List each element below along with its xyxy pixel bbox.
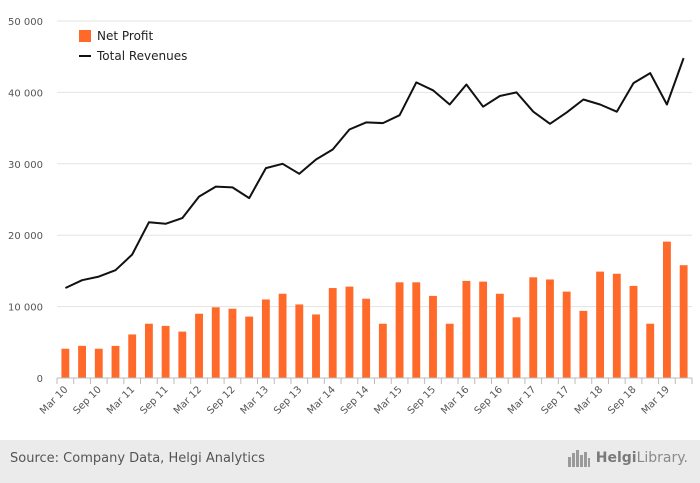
brand-suffix: Library. bbox=[636, 450, 688, 466]
net-profit-bar bbox=[479, 281, 488, 378]
x-tick-label: Sep 15 bbox=[406, 384, 438, 416]
net-profit-bar bbox=[61, 348, 70, 378]
net-profit-bars bbox=[61, 241, 688, 378]
net-profit-bar bbox=[362, 298, 371, 378]
legend-label-net-profit: Net Profit bbox=[97, 29, 153, 43]
legend-swatch-net-profit bbox=[79, 30, 91, 42]
net-profit-bar bbox=[94, 348, 103, 378]
net-profit-bar bbox=[529, 277, 538, 378]
net-profit-bar bbox=[178, 331, 187, 378]
y-tick-label: 0 bbox=[37, 374, 43, 385]
net-profit-bar bbox=[328, 288, 337, 378]
x-tick-label: Mar 14 bbox=[305, 384, 337, 416]
net-profit-bar bbox=[512, 317, 521, 378]
net-profit-bar bbox=[679, 265, 688, 378]
net-profit-bar bbox=[312, 314, 320, 378]
x-tick-label: Sep 11 bbox=[138, 384, 170, 416]
x-tick-label: Sep 12 bbox=[205, 384, 237, 416]
brand-text: HelgiLibrary. bbox=[596, 450, 688, 466]
x-tick-label: Mar 12 bbox=[172, 384, 204, 416]
y-tick-label: 20 000 bbox=[8, 231, 43, 242]
x-tick-label: Sep 16 bbox=[473, 384, 505, 416]
x-tick-label: Mar 18 bbox=[573, 384, 605, 416]
x-tick-label: Mar 16 bbox=[439, 384, 471, 416]
net-profit-bar bbox=[295, 304, 304, 378]
net-profit-bar bbox=[211, 307, 220, 378]
net-profit-bar bbox=[78, 345, 86, 378]
legend-label-total-revenues: Total Revenues bbox=[96, 49, 187, 63]
y-tick-label: 30 000 bbox=[8, 160, 43, 171]
net-profit-bar bbox=[245, 316, 254, 378]
net-profit-bar bbox=[629, 285, 638, 378]
net-profit-bar bbox=[278, 293, 287, 378]
x-tick-label: Mar 11 bbox=[105, 384, 137, 416]
x-tick-label: Mar 13 bbox=[239, 384, 271, 416]
x-tick-label: Mar 15 bbox=[372, 384, 404, 416]
net-profit-bar bbox=[462, 280, 471, 378]
city-skyline-icon bbox=[567, 450, 590, 467]
net-profit-bar bbox=[111, 345, 120, 378]
x-tick-label: Sep 17 bbox=[539, 384, 571, 416]
net-profit-bar bbox=[495, 293, 504, 378]
net-profit-bar bbox=[128, 334, 137, 378]
net-profit-bar bbox=[429, 295, 437, 378]
source-note: Source: Company Data, Helgi Analytics bbox=[10, 451, 265, 466]
x-axis: Mar 10 Sep 10 Mar 11 Sep 11 Mar 12 Sep 12 Mar … bbox=[38, 377, 693, 417]
net-profit-bar bbox=[596, 271, 605, 378]
x-tick-label: Sep 13 bbox=[272, 384, 304, 416]
x-tick-label: Mar 10 bbox=[38, 384, 70, 416]
net-profit-bar bbox=[161, 325, 170, 378]
x-tick-label: Sep 10 bbox=[72, 384, 104, 416]
net-profit-bar bbox=[144, 323, 153, 378]
footer: Source: Company Data, Helgi Analytics He… bbox=[0, 440, 700, 483]
net-profit-bar bbox=[612, 273, 621, 378]
y-tick-label: 50 000 bbox=[8, 17, 43, 28]
net-profit-bar bbox=[345, 286, 354, 378]
x-tick-label: Sep 18 bbox=[606, 384, 638, 416]
net-profit-bar bbox=[546, 279, 554, 378]
net-profit-bar bbox=[445, 323, 454, 378]
net-profit-bar bbox=[412, 282, 421, 378]
net-profit-bar bbox=[395, 282, 404, 378]
net-profit-bar bbox=[378, 323, 387, 378]
x-tick-label: Sep 14 bbox=[339, 384, 371, 416]
brand-name: Helgi bbox=[595, 450, 637, 466]
total-revenues-line bbox=[64, 57, 685, 289]
net-profit-bar bbox=[562, 291, 571, 378]
net-profit-bar bbox=[261, 299, 270, 378]
net-profit-bar bbox=[228, 308, 237, 378]
helgi-library-logo: HelgiLibrary. bbox=[567, 449, 688, 467]
net-profit-bar bbox=[195, 313, 203, 378]
y-tick-label: 10 000 bbox=[8, 303, 43, 314]
total-revenues-line-group bbox=[64, 57, 685, 289]
y-tick-label: 40 000 bbox=[8, 88, 43, 99]
legend: Net Profit Total Revenues bbox=[79, 29, 187, 63]
y-axis-ticks: 0 10 000 20 000 30 000 40 000 50 000 bbox=[8, 17, 43, 385]
x-tick-label: Mar 17 bbox=[506, 384, 538, 416]
net-profit-bar bbox=[579, 310, 588, 378]
net-profit-bar bbox=[646, 323, 655, 378]
x-tick-label: Mar 19 bbox=[640, 384, 672, 416]
net-profit-bar bbox=[663, 241, 671, 378]
